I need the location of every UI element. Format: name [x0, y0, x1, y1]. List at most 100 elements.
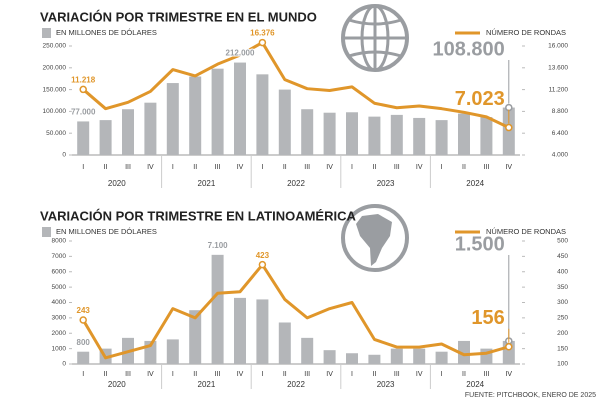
legend-label: NÚMERO DE RONDAS — [486, 28, 566, 37]
y-tick-label: 4000 — [52, 299, 67, 306]
year-label: 2023 — [377, 179, 395, 188]
y2-tick-label: 16.000 — [548, 43, 568, 50]
y-tick-label: 0 — [62, 361, 66, 368]
x-tick-label: IV — [416, 371, 423, 378]
point-marker — [79, 85, 87, 94]
bar — [435, 351, 448, 364]
x-tick-label: I — [172, 371, 174, 378]
x-tick-label: III — [125, 371, 131, 378]
x-tick-label: II — [193, 371, 197, 378]
y-tick-label: 1000 — [52, 345, 67, 352]
x-tick-label: II — [462, 164, 466, 171]
x-tick-label: IV — [147, 371, 154, 378]
y-tick-label: 6000 — [52, 268, 67, 275]
year-label: 2021 — [198, 179, 216, 188]
bar — [390, 114, 403, 155]
x-tick-label: IV — [505, 371, 512, 378]
bar — [301, 109, 314, 155]
line — [82, 41, 510, 129]
bar — [211, 254, 224, 364]
bar — [346, 353, 358, 364]
x-tick-label: III — [483, 371, 489, 378]
bar — [189, 310, 202, 364]
year-label: 2022 — [287, 380, 305, 389]
y2-tick-label: 250 — [557, 315, 568, 322]
year-label: 2022 — [287, 179, 305, 188]
x-tick-label: IV — [326, 164, 333, 171]
value-label: 11.218 — [71, 76, 96, 85]
x-tick-label: I — [82, 371, 84, 378]
x-tick-label: I — [441, 371, 443, 378]
value-label: 800 — [77, 338, 91, 347]
y2-tick-label: 300 — [557, 299, 568, 306]
x-tick-label: II — [462, 371, 466, 378]
bar — [211, 68, 224, 155]
bar — [256, 299, 269, 364]
bar — [458, 113, 470, 155]
y2-tick-label: 8.800 — [552, 108, 569, 115]
source: FUENTE: PITCHBOOK, ENERO DE 2025 — [465, 392, 596, 399]
x-tick-label: I — [441, 164, 443, 171]
value-label: 108.800 — [433, 38, 505, 60]
y-tick-label: 150.000 — [43, 86, 67, 93]
y2-tick-label: 350 — [557, 284, 568, 291]
globe-latam — [341, 204, 409, 272]
y-tick-label: 7000 — [52, 253, 67, 260]
value-label: 212.000 — [226, 49, 255, 58]
y-tick-label: 100.000 — [43, 108, 67, 115]
x-tick-label: IV — [237, 371, 244, 378]
point-marker — [505, 343, 513, 351]
y2-tick-label: 11.200 — [549, 86, 569, 93]
x-tick-label: I — [351, 164, 353, 171]
bar — [189, 76, 202, 155]
x-tick-label: III — [483, 164, 489, 171]
bar — [234, 297, 246, 364]
y-tick-label: 0 — [62, 152, 66, 159]
x-tick-label: III — [304, 371, 310, 378]
x-tick-label: I — [351, 371, 353, 378]
x-tick-label: II — [283, 164, 287, 171]
x-tick-label: III — [394, 164, 400, 171]
chart-title: VARIACIÓN POR TRIMESTRE EN LATINOAMÉRICA — [40, 208, 356, 223]
legend-label: NÚMERO DE RONDAS — [486, 227, 566, 236]
bar — [166, 83, 179, 155]
point-marker — [258, 38, 267, 47]
bar — [480, 117, 493, 155]
bar — [458, 340, 470, 364]
y-tick-label: 200.000 — [43, 65, 67, 72]
value-label: 7.023 — [455, 88, 505, 110]
bar — [413, 348, 426, 364]
bar — [368, 354, 381, 364]
x-tick-label: I — [82, 164, 84, 171]
point-marker — [79, 316, 87, 324]
bar — [256, 74, 269, 155]
x-tick-label: IV — [147, 164, 154, 171]
value-label: 156 — [471, 307, 504, 329]
x-tick-label: I — [261, 371, 263, 378]
value-label: 243 — [77, 306, 91, 315]
x-tick-label: III — [215, 164, 221, 171]
x-tick-label: II — [104, 371, 108, 378]
x-tick-label: III — [125, 164, 131, 171]
legend-swatch — [42, 28, 51, 38]
y2-tick-label: 6.400 — [552, 130, 569, 137]
y2-tick-label: 150 — [557, 345, 568, 352]
globe-world — [341, 4, 409, 72]
bar — [390, 348, 403, 364]
x-tick-label: II — [104, 164, 108, 171]
bar — [435, 120, 448, 155]
bar — [77, 121, 90, 155]
bar — [77, 351, 90, 364]
bar — [368, 116, 381, 155]
bar — [413, 117, 426, 155]
x-tick-label: IV — [416, 164, 423, 171]
line — [81, 263, 510, 360]
x-tick-label: IV — [505, 164, 512, 171]
bar — [144, 102, 157, 155]
bar — [346, 112, 358, 155]
x-tick-label: III — [215, 371, 221, 378]
bar — [99, 120, 112, 155]
year-label: 2020 — [108, 179, 126, 188]
bar — [122, 109, 134, 155]
